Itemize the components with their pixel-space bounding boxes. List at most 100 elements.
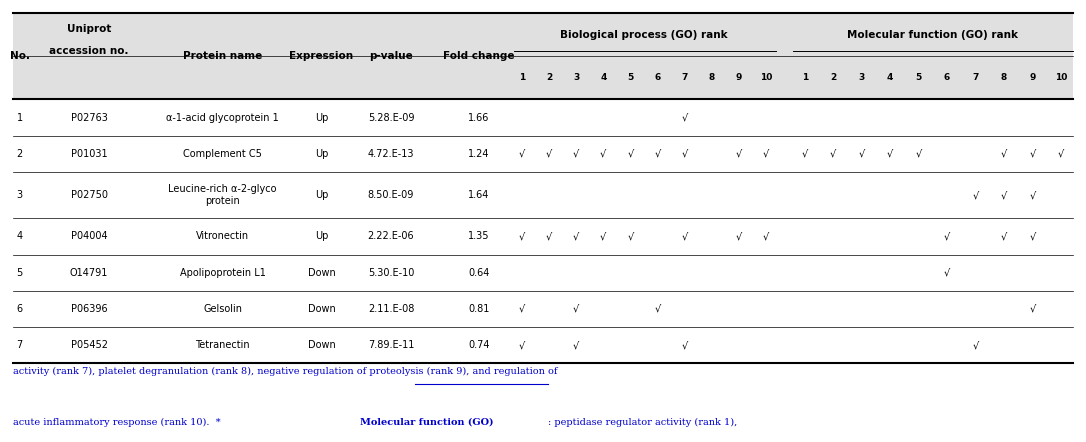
Text: Gelsolin: Gelsolin	[203, 304, 242, 314]
Text: √: √	[546, 149, 552, 159]
Text: 5: 5	[628, 73, 633, 82]
Text: √: √	[1030, 232, 1036, 241]
Text: Down: Down	[307, 304, 336, 314]
Text: 3: 3	[859, 73, 864, 82]
Text: acute inflammatory response (rank 10).  *: acute inflammatory response (rank 10). *	[13, 418, 227, 427]
Text: √: √	[763, 149, 769, 159]
Text: √: √	[915, 149, 922, 159]
Text: √: √	[573, 149, 579, 159]
Text: Complement C5: Complement C5	[184, 149, 262, 159]
Text: √: √	[655, 149, 660, 159]
Text: √: √	[519, 304, 525, 314]
Text: 6: 6	[16, 304, 23, 314]
Text: Tetranectin: Tetranectin	[195, 340, 250, 350]
Text: Molecular function (GO) rank: Molecular function (GO) rank	[847, 30, 1019, 40]
Text: 6: 6	[944, 73, 950, 82]
Text: α-1-acid glycoprotein 1: α-1-acid glycoprotein 1	[166, 113, 279, 122]
Text: √: √	[682, 149, 687, 159]
Text: : peptidase regulator activity (rank 1),: : peptidase regulator activity (rank 1),	[548, 418, 737, 427]
Text: Up: Up	[315, 113, 328, 122]
Text: 4.72.E-13: 4.72.E-13	[368, 149, 414, 159]
Text: Up: Up	[315, 149, 328, 159]
Text: √: √	[763, 232, 769, 241]
Text: Expression: Expression	[289, 51, 354, 61]
Text: Down: Down	[307, 268, 336, 278]
Text: √: √	[682, 113, 687, 122]
Text: 7: 7	[682, 73, 687, 82]
Text: 9: 9	[1030, 73, 1036, 82]
Text: √: √	[1058, 149, 1064, 159]
Text: Down: Down	[307, 340, 336, 350]
Text: 8.50.E-09: 8.50.E-09	[368, 190, 414, 200]
Text: Uniprot: Uniprot	[67, 24, 111, 34]
Text: √: √	[601, 149, 606, 159]
Text: Molecular function (GO): Molecular function (GO)	[359, 418, 493, 427]
Text: Apolipoprotein L1: Apolipoprotein L1	[179, 268, 266, 278]
Text: √: √	[1001, 232, 1007, 241]
Text: √: √	[682, 340, 687, 350]
Text: √: √	[1001, 149, 1007, 159]
Text: P05452: P05452	[71, 340, 108, 350]
Text: 1: 1	[16, 113, 23, 122]
Text: 1: 1	[519, 73, 525, 82]
Text: √: √	[944, 232, 950, 241]
Text: 5: 5	[915, 73, 922, 82]
Text: P01031: P01031	[71, 149, 108, 159]
Text: √: √	[1001, 190, 1007, 200]
Text: √: √	[736, 149, 742, 159]
Text: √: √	[972, 340, 978, 350]
Text: 0.74: 0.74	[468, 340, 490, 350]
Text: √: √	[801, 149, 808, 159]
Text: 4: 4	[601, 73, 606, 82]
Text: 0.81: 0.81	[468, 304, 490, 314]
Text: 7: 7	[16, 340, 23, 350]
Text: √: √	[573, 232, 579, 241]
Text: 1.24: 1.24	[468, 149, 490, 159]
Text: 2: 2	[546, 73, 552, 82]
Text: 1.64: 1.64	[468, 190, 490, 200]
Text: 6: 6	[655, 73, 660, 82]
Text: 1.35: 1.35	[468, 232, 490, 241]
Text: No.: No.	[10, 51, 29, 61]
Text: Protein name: Protein name	[184, 51, 262, 61]
Text: √: √	[682, 232, 687, 241]
Text: √: √	[887, 149, 894, 159]
Text: √: √	[519, 340, 525, 350]
Text: 1: 1	[801, 73, 808, 82]
Text: Up: Up	[315, 190, 328, 200]
Text: Leucine-rich α-2-glyco
protein: Leucine-rich α-2-glyco protein	[168, 184, 277, 206]
Text: 2: 2	[830, 73, 836, 82]
Text: √: √	[519, 232, 525, 241]
Text: 8: 8	[709, 73, 715, 82]
Text: 2.11.E-08: 2.11.E-08	[368, 304, 414, 314]
Text: 4: 4	[887, 73, 894, 82]
Text: √: √	[573, 304, 579, 314]
Text: Up: Up	[315, 232, 328, 241]
Text: O14791: O14791	[70, 268, 109, 278]
Text: activity (rank 7), platelet degranulation (rank 8), negative regulation of prote: activity (rank 7), platelet degranulatio…	[13, 367, 557, 376]
Text: √: √	[944, 268, 950, 278]
Text: √: √	[601, 232, 606, 241]
Text: P02763: P02763	[71, 113, 108, 122]
Text: Vitronectin: Vitronectin	[197, 232, 249, 241]
Text: accession no.: accession no.	[49, 46, 129, 57]
Text: √: √	[1030, 190, 1036, 200]
Text: √: √	[628, 149, 633, 159]
Text: P04004: P04004	[71, 232, 108, 241]
Text: √: √	[519, 149, 525, 159]
Text: √: √	[830, 149, 836, 159]
Text: Fold change: Fold change	[443, 51, 515, 61]
Text: P06396: P06396	[71, 304, 108, 314]
Bar	[13, 13, 1073, 99]
Text: 5: 5	[16, 268, 23, 278]
Text: 2: 2	[16, 149, 23, 159]
Text: 2.22.E-06: 2.22.E-06	[368, 232, 414, 241]
Text: 1.66: 1.66	[468, 113, 490, 122]
Text: 5.30.E-10: 5.30.E-10	[368, 268, 414, 278]
Text: 3: 3	[16, 190, 23, 200]
Text: P02750: P02750	[71, 190, 108, 200]
Text: Biological process (GO) rank: Biological process (GO) rank	[560, 30, 728, 40]
Text: 9: 9	[736, 73, 742, 82]
Text: √: √	[1030, 149, 1036, 159]
Text: 0.64: 0.64	[468, 268, 490, 278]
